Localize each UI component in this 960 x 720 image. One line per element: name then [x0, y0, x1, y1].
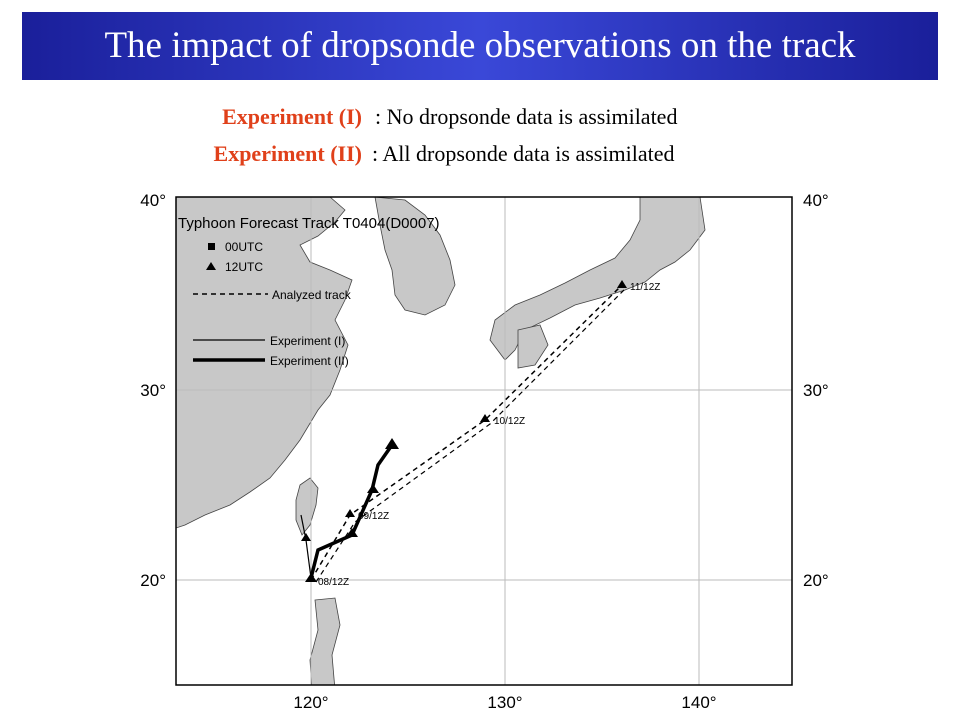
experiment-2-track: [309, 443, 394, 579]
map-title: Typhoon Forecast Track T0404(D0007): [178, 215, 440, 232]
lat-label: 20°: [803, 571, 829, 590]
lat-label: 40°: [140, 191, 166, 210]
tracks: [300, 284, 627, 583]
track-label: 08/12Z: [318, 577, 349, 588]
axis-labels: 40° 30° 20° 40° 30° 20° 120° 130° 140°: [140, 191, 828, 712]
legend-label: 12UTC: [225, 260, 263, 274]
lat-label: 20°: [140, 571, 166, 590]
analyzed-track: [315, 287, 627, 583]
legend-triangle: [206, 262, 216, 270]
lon-label: 140°: [681, 693, 716, 712]
legend-label: Experiment (II): [270, 354, 349, 368]
lat-label: 30°: [803, 381, 829, 400]
lon-label: 120°: [293, 693, 328, 712]
legend-label: Analyzed track: [272, 288, 352, 302]
experiment-name: Experiment (II): [213, 141, 362, 166]
analyzed-track: [310, 284, 623, 581]
legend-label: 00UTC: [225, 240, 263, 254]
track-label: 09/12Z: [358, 511, 389, 522]
map-frame: [175, 196, 793, 686]
lat-label: 40°: [803, 191, 829, 210]
lat-label: 30°: [140, 381, 166, 400]
legend-square: [208, 243, 215, 250]
experiment-name: Experiment (I): [222, 104, 362, 129]
legend-label: Experiment (I): [270, 334, 345, 348]
experiment-description: : No dropsonde data is assimilated: [375, 104, 678, 129]
track-labels: 11/12Z 10/12Z 09/12Z 08/12Z: [318, 282, 660, 588]
lon-label: 130°: [487, 693, 522, 712]
land: [176, 197, 706, 685]
graticule: [176, 197, 792, 685]
slide-title: The impact of dropsonde observations on …: [22, 12, 938, 80]
track-label: 11/12Z: [630, 282, 660, 293]
track-label: 10/12Z: [494, 416, 525, 427]
track-markers: [301, 280, 627, 582]
experiment-description: : All dropsonde data is assimilated: [372, 141, 675, 166]
